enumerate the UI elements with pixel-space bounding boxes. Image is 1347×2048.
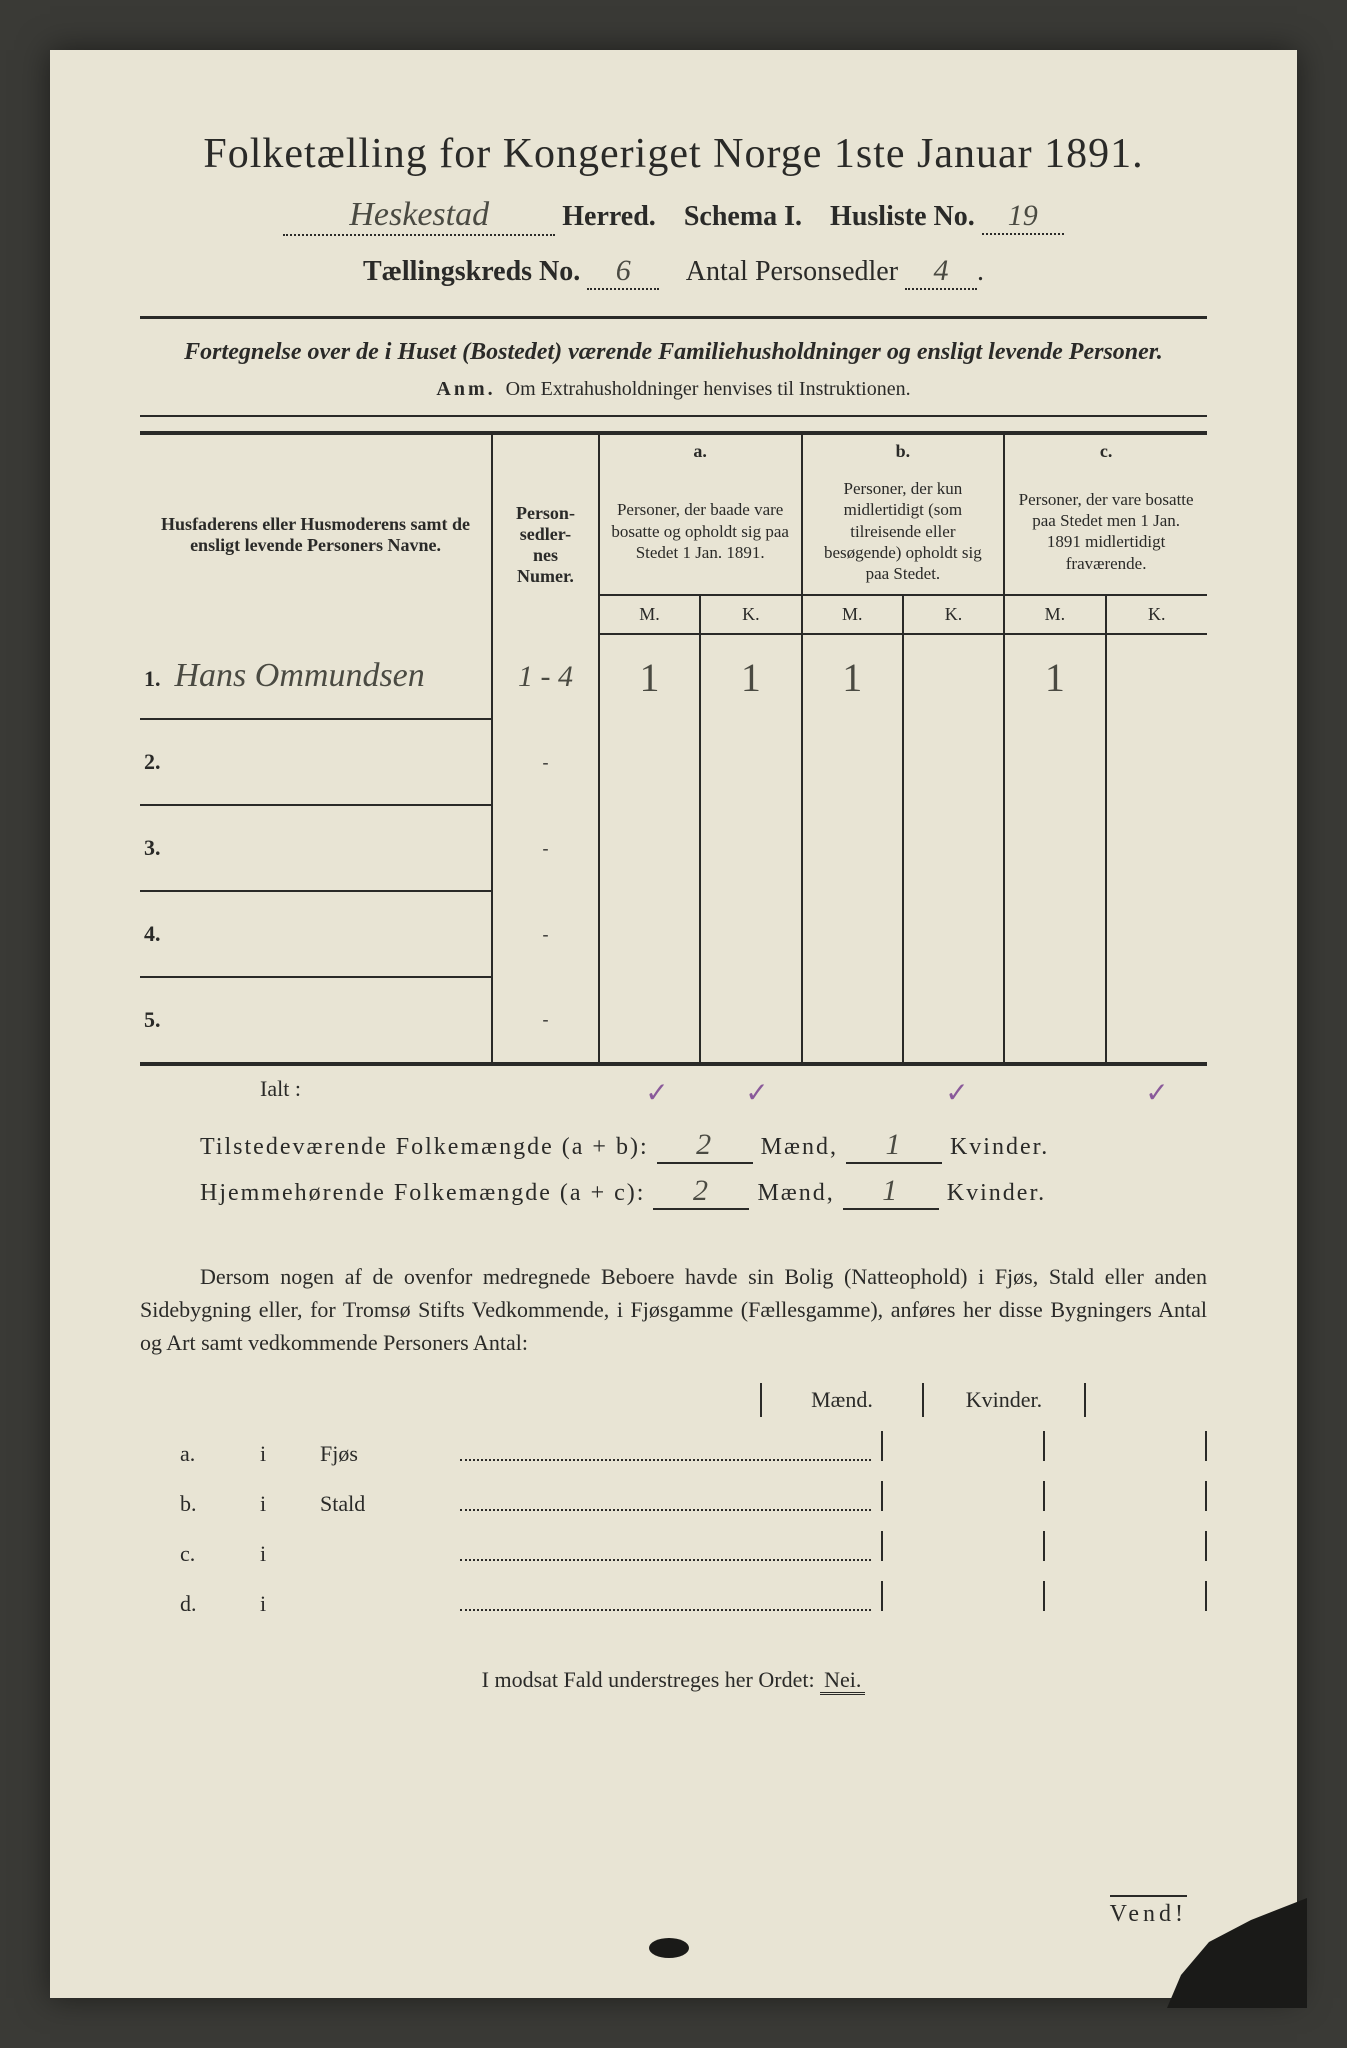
col-a-k: K. [700,595,801,634]
col-c-text: Personer, der vare bosatte paa Stedet me… [1004,468,1207,595]
household-table: Husfaderens eller Husmoderens samt de en… [140,431,1207,1066]
anm-text: Om Extrahusholdninger henvises til Instr… [506,378,911,400]
side-building-paragraph: Dersom nogen af de ovenfor medregnede Be… [140,1260,1207,1359]
table-row: 2. - [140,719,1207,805]
anm-label: Anm. [436,378,495,400]
col-a-m: M. [599,595,700,634]
herred-label: Herred. [562,201,656,232]
mk-column-head: Mænd. Kvinder. [140,1383,1207,1417]
anm-line: Anm. Om Extrahusholdninger henvises til … [140,378,1207,401]
table-row: 3. - [140,805,1207,891]
husliste-label: Husliste No. [830,201,975,232]
kvinder-col-label: Kvinder. [922,1383,1086,1417]
table-row: 5. - [140,977,1207,1064]
header-line-1: Heskestad Herred. Schema I. Husliste No.… [140,196,1207,236]
abcd-row: a. i Fjøs [140,1431,1207,1467]
ialt-ticks: ✓ ✓ ✓ ✓ [427,1076,1207,1110]
abcd-list: a. i Fjøs b. i Stald c. i d. i [140,1431,1207,1617]
ialt-label: Ialt : [140,1076,427,1110]
census-form-page: Folketælling for Kongeriget Norge 1ste J… [50,50,1297,1998]
totals-line-1: Tilstedeværende Folkemængde (a + b): 2 M… [200,1128,1207,1164]
table-row: 1.Hans Ommundsen 1 - 4 1 1 1 1 [140,634,1207,719]
abcd-row: c. i [140,1531,1207,1567]
ink-blot-icon [649,1938,689,1958]
personsedler-label: Antal Personsedler [686,256,898,287]
col-c-m: M. [1004,595,1105,634]
herred-value: Heskestad [283,196,555,236]
maend-col-label: Mænd. [760,1383,922,1417]
hjemme-kvinder: 1 [843,1174,939,1210]
dotted-line [460,1446,871,1461]
hjemme-maend: 2 [653,1174,749,1210]
abcd-row: b. i Stald [140,1481,1207,1517]
col-b-k: K. [903,595,1004,634]
schema-label: Schema I. [684,201,802,232]
col-a-label: a. [599,433,802,468]
page-tear-icon [1167,1898,1307,2008]
personsedler-value: 4 [905,254,977,290]
divider-thin [140,415,1207,417]
page-title: Folketælling for Kongeriget Norge 1ste J… [140,130,1207,178]
col-b-m: M. [802,595,903,634]
kreds-label: Tællingskreds No. [363,256,580,287]
divider [140,316,1207,319]
nei-line: I modsat Fald understreges her Ordet: Ne… [140,1667,1207,1693]
person-name: Hans Ommundsen [175,657,425,694]
ialt-row: Ialt : ✓ ✓ ✓ ✓ [140,1076,1207,1110]
subtitle: Fortegnelse over de i Huset (Bostedet) v… [180,337,1167,368]
col-num-header: Person- sedler- nes Numer. [492,433,599,634]
col-b-label: b. [802,433,1005,468]
kreds-value: 6 [587,254,659,290]
husliste-value: 19 [982,199,1064,235]
tilstede-kvinder: 1 [846,1128,942,1164]
col-b-text: Personer, der kun midlertidigt (som tilr… [802,468,1005,595]
abcd-row: d. i [140,1581,1207,1617]
table-row: 4. - [140,891,1207,977]
dotted-line [460,1596,871,1611]
tilstede-maend: 2 [657,1128,753,1164]
vend-label: Vend! [1110,1895,1187,1928]
dotted-line [460,1496,871,1511]
header-line-2: Tællingskreds No. 6 Antal Personsedler 4… [140,254,1207,290]
totals-block: Tilstedeværende Folkemængde (a + b): 2 M… [140,1128,1207,1210]
totals-line-2: Hjemmehørende Folkemængde (a + c): 2 Mæn… [200,1174,1207,1210]
col-c-label: c. [1004,433,1207,468]
dotted-line [460,1546,871,1561]
nei-word: Nei. [820,1667,865,1695]
col-a-text: Personer, der baade vare bosatte og opho… [599,468,802,595]
col-c-k: K. [1106,595,1207,634]
col-name-header: Husfaderens eller Husmoderens samt de en… [140,433,492,634]
